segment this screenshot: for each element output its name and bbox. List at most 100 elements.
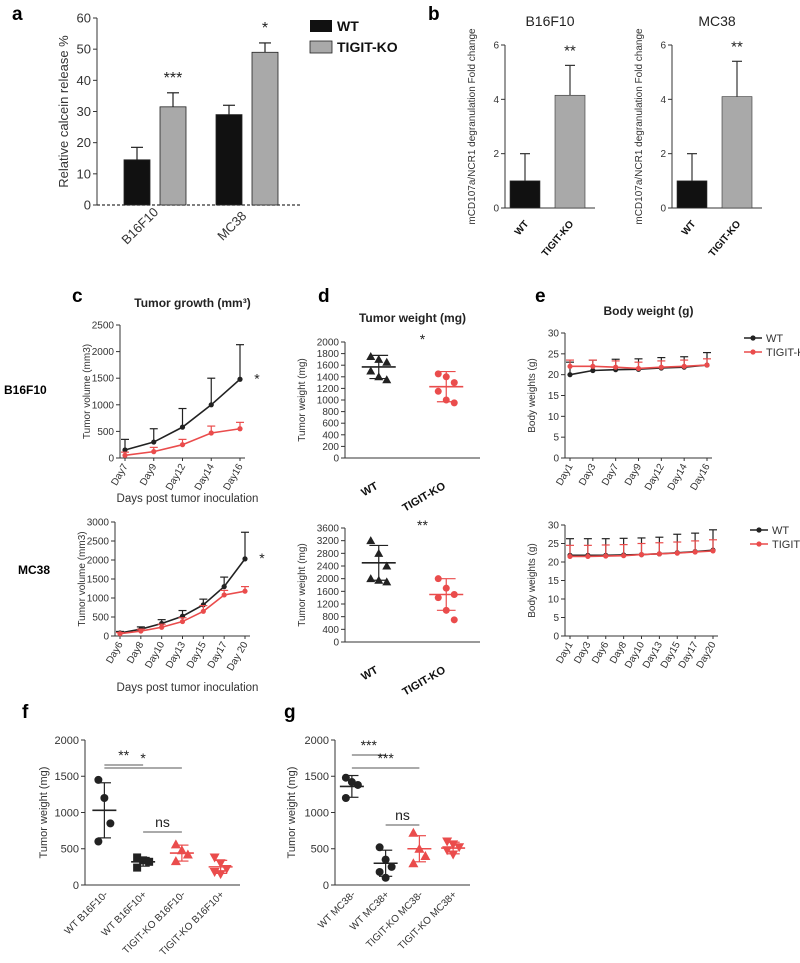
- d2-point-0: [382, 577, 392, 586]
- c2-point-ko: [138, 628, 144, 634]
- c1-point-ko: [179, 442, 186, 448]
- e2-x-tick-label: Day1: [554, 640, 575, 666]
- c1-x-tick-label: Day14: [193, 462, 217, 493]
- a-y-tick-label: 0: [84, 198, 91, 213]
- b2-bar-wt: [676, 180, 708, 209]
- b1-x-tick-label: WT: [513, 219, 531, 238]
- f-point-0: [106, 819, 115, 828]
- e2-point-ko: [638, 552, 645, 558]
- e2-legend-label-ko: TIGIT-KO: [772, 539, 800, 551]
- b2-y-tick-label: 0: [660, 204, 666, 215]
- e1-point-ko: [635, 365, 642, 372]
- d2-x-tick-label: TIGIT-KO: [400, 664, 448, 698]
- e2-point-ko: [710, 548, 716, 554]
- e2-y-tick-label: 0: [553, 632, 559, 643]
- e1-legend-label-ko: TIGIT-KO: [766, 347, 800, 359]
- c2-y-tick-label: 3000: [87, 518, 110, 529]
- e2-y-tick-label: 15: [548, 576, 560, 587]
- g-point-1: [375, 843, 384, 852]
- d1-x-tick-label: TIGIT-KO: [400, 480, 448, 514]
- f-y-tick-label: 2000: [55, 735, 79, 747]
- d2-y-tick-label: 1600: [317, 587, 340, 598]
- e1-legend-label-wt: WT: [766, 333, 783, 345]
- row-label-mc38: MC38: [18, 563, 50, 577]
- d2-y-tick-label: 400: [322, 625, 339, 636]
- d1-y-tick-label: 1800: [317, 349, 340, 360]
- d2-y-tick-label: 3600: [317, 524, 340, 535]
- a-significance-label: ***: [164, 70, 183, 87]
- e1-x-tick-label: Day12: [643, 462, 667, 493]
- g-point-3: [448, 850, 459, 860]
- d2-x-tick-label: WT: [359, 664, 380, 683]
- g-point-1: [375, 867, 384, 876]
- f-point-2: [170, 839, 181, 849]
- c1-x-tick-label: Day16: [222, 462, 246, 493]
- f-point-3: [209, 853, 220, 863]
- d1-point-0: [382, 375, 392, 384]
- panel-label-f: f: [22, 702, 29, 723]
- c1-point-wt: [151, 439, 157, 445]
- f-y-tick-label: 500: [61, 844, 79, 856]
- d2-y-tick-label: 800: [322, 612, 339, 623]
- d1-y-tick-label: 1400: [317, 372, 340, 383]
- b1-y-axis-label: mCD107a/NCR1 degranulation Fold change: [467, 28, 478, 225]
- g-bracket-label: ***: [361, 737, 378, 753]
- panel-label-g: g: [284, 702, 296, 723]
- e2-y-tick-label: 20: [548, 558, 560, 569]
- f-point-0: [94, 775, 103, 784]
- g-point-2: [420, 851, 431, 860]
- c1-point-wt: [208, 402, 214, 408]
- e1-x-tick-label: Day9: [623, 462, 644, 488]
- g-y-axis-label: Tumor weight (mg): [286, 767, 298, 859]
- c1-y-tick-label: 1500: [92, 374, 115, 385]
- panel-label-d: d: [318, 286, 330, 307]
- a-bar-wt: [123, 159, 151, 206]
- c1-point-wt: [237, 376, 243, 382]
- c1-point-ko: [122, 452, 128, 458]
- b1-bar-wt: [509, 180, 541, 209]
- g-bracket-label: ***: [377, 750, 394, 766]
- b1-y-tick-label: 4: [493, 95, 499, 106]
- c1-significance-label: *: [254, 370, 260, 386]
- b2-bar-ko: [721, 96, 753, 209]
- d1-y-tick-label: 0: [333, 454, 339, 465]
- e2-legend-label-wt: WT: [772, 525, 789, 537]
- f-y-tick-label: 1500: [55, 771, 79, 783]
- b2-significance-label: **: [731, 38, 743, 55]
- g-point-0: [341, 794, 350, 802]
- e1-point-wt: [590, 367, 596, 374]
- d2-y-tick-label: 2000: [317, 574, 340, 585]
- c2-point-wt: [242, 556, 248, 562]
- a-y-tick-label: 50: [77, 42, 91, 57]
- b2-y-tick-label: 4: [660, 95, 666, 106]
- d2-y-tick-label: 2800: [317, 549, 340, 560]
- c2-point-wt: [221, 584, 227, 590]
- e2-y-tick-label: 30: [548, 521, 560, 532]
- c1-y-tick-label: 2500: [92, 321, 115, 332]
- a-significance-label: *: [262, 20, 268, 37]
- e2-x-tick-label: Day6: [590, 640, 611, 666]
- e1-y-tick-label: 30: [548, 329, 560, 340]
- c1-y-tick-label: 2000: [92, 347, 115, 358]
- e1-y-axis-label: Body weights (g): [527, 358, 538, 432]
- f-y-tick-label: 0: [73, 880, 79, 892]
- d1-y-tick-label: 1000: [317, 396, 340, 407]
- e2-point-ko: [603, 553, 609, 559]
- a-y-tick-label: 30: [77, 104, 91, 119]
- a-y-tick-label: 20: [77, 135, 91, 150]
- d1-point-1: [450, 379, 458, 387]
- g-point-2: [408, 827, 419, 837]
- c1-x-tick-label: Day7: [109, 462, 130, 488]
- d1-y-tick-label: 400: [322, 430, 339, 441]
- g-y-tick-label: 1000: [305, 807, 329, 819]
- f-bracket-label: *: [140, 750, 146, 766]
- d2-point-0: [382, 561, 392, 570]
- g-bracket-label: ns: [395, 807, 410, 823]
- a-x-tick-label: B16F10: [118, 204, 161, 247]
- e2-point-ko: [585, 553, 591, 560]
- c2-point-ko: [117, 631, 123, 637]
- a-legend-ko-swatch: [309, 40, 333, 54]
- c2-y-tick-label: 1500: [87, 575, 110, 586]
- e2-x-tick-label: Day3: [572, 640, 593, 666]
